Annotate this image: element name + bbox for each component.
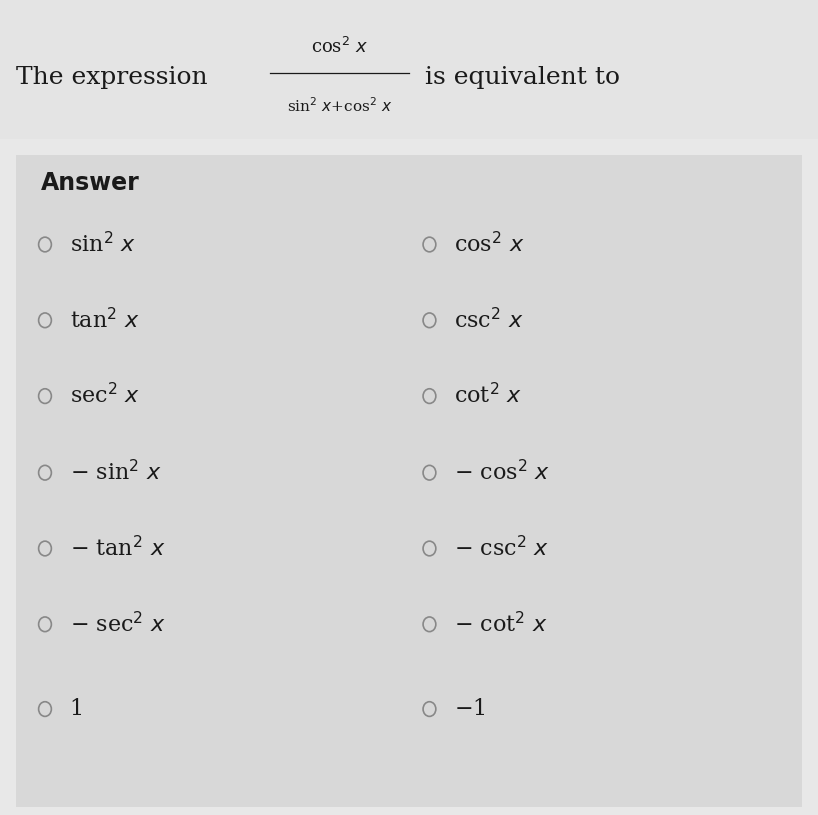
Text: 1: 1 <box>70 698 83 720</box>
Text: The expression: The expression <box>16 66 208 89</box>
Text: $-$1: $-$1 <box>454 698 486 720</box>
Text: sec$^2$ $x$: sec$^2$ $x$ <box>70 384 140 408</box>
FancyBboxPatch shape <box>0 0 818 139</box>
Text: csc$^2$ $x$: csc$^2$ $x$ <box>454 308 524 333</box>
Text: is equivalent to: is equivalent to <box>425 66 620 89</box>
Text: $-$ csc$^2$ $x$: $-$ csc$^2$ $x$ <box>454 536 549 561</box>
Text: $-$ cos$^2$ $x$: $-$ cos$^2$ $x$ <box>454 460 551 485</box>
Text: $-$ cot$^2$ $x$: $-$ cot$^2$ $x$ <box>454 612 548 637</box>
Text: cos$^2$ $x$: cos$^2$ $x$ <box>454 232 524 257</box>
FancyBboxPatch shape <box>16 155 802 807</box>
Text: sin$^2$ $x$+cos$^2$ $x$: sin$^2$ $x$+cos$^2$ $x$ <box>286 97 393 115</box>
Text: tan$^2$ $x$: tan$^2$ $x$ <box>70 308 139 333</box>
Text: $-$ tan$^2$ $x$: $-$ tan$^2$ $x$ <box>70 536 165 561</box>
Text: cot$^2$ $x$: cot$^2$ $x$ <box>454 384 522 408</box>
Text: sin$^2$ $x$: sin$^2$ $x$ <box>70 232 136 257</box>
Text: $-$ sec$^2$ $x$: $-$ sec$^2$ $x$ <box>70 612 165 637</box>
Text: Answer: Answer <box>41 171 140 196</box>
Text: cos$^2$ $x$: cos$^2$ $x$ <box>311 37 368 56</box>
Text: $-$ sin$^2$ $x$: $-$ sin$^2$ $x$ <box>70 460 161 485</box>
